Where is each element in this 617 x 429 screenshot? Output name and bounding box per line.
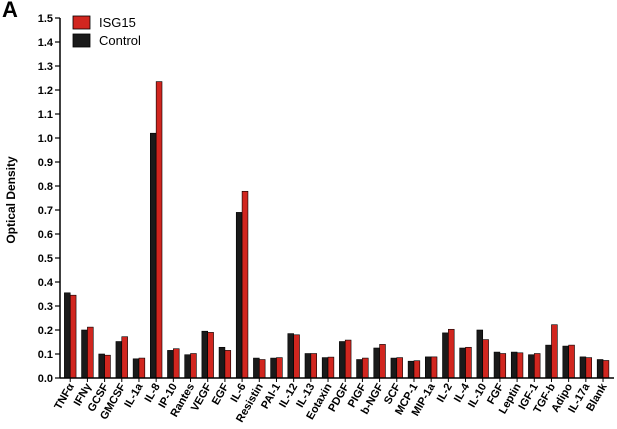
y-tick-label: 1.1 xyxy=(38,109,53,121)
isg15-bar xyxy=(516,352,524,379)
legend-label: ISG15 xyxy=(99,15,136,30)
y-tick-label: 1.3 xyxy=(38,61,53,73)
y-tick-label: 0.2 xyxy=(38,325,53,337)
isg15-bar xyxy=(585,357,592,379)
control-bar xyxy=(510,351,518,379)
control-bar xyxy=(476,329,484,379)
isg15-bar xyxy=(413,360,421,379)
isg15-bar xyxy=(533,353,541,379)
legend-swatch xyxy=(72,15,91,30)
y-axis: 0.0 0.1 0.2 0.3 0.4 0.5 0.6 0.7 0.8 0.9 1.0 1.1 1.2 1… xyxy=(38,13,61,385)
control-bar xyxy=(81,329,88,379)
control-bar xyxy=(425,356,432,379)
isg15-bar xyxy=(344,339,352,379)
isg15-bar xyxy=(276,357,283,379)
x-tick-label: IL-1a xyxy=(122,381,146,410)
y-tick-label: 1.0 xyxy=(38,133,53,145)
control-bar xyxy=(270,357,277,379)
y-tick-label: 0.1 xyxy=(38,349,53,361)
y-tick-label: 0.3 xyxy=(38,301,53,313)
y-tick-label: 0.4 xyxy=(38,277,54,289)
x-tick-label: EGF xyxy=(210,381,232,407)
control-bar xyxy=(356,359,363,379)
isg15-bar xyxy=(241,190,249,379)
panel-label: A xyxy=(2,0,18,22)
isg15-bar xyxy=(87,326,94,379)
isg15-bar xyxy=(293,334,300,379)
isg15-bar xyxy=(224,350,232,379)
isg15-bar xyxy=(138,357,146,379)
y-tick-label: 0.8 xyxy=(38,181,53,193)
control-bar xyxy=(545,344,552,379)
isg15-bar xyxy=(568,344,575,379)
control-bar xyxy=(596,359,604,379)
isg15-bar xyxy=(69,294,77,379)
control-bar xyxy=(579,356,587,379)
control-bar xyxy=(64,292,71,379)
y-tick-label: 0.7 xyxy=(38,205,53,217)
y-tick-label: 1.2 xyxy=(38,85,53,97)
bars-group xyxy=(64,81,610,379)
y-tick-label: 1.4 xyxy=(38,37,54,49)
isg15-bar xyxy=(327,356,335,379)
y-tick-label: 0.5 xyxy=(38,253,53,265)
control-bar xyxy=(115,341,123,379)
isg15-bar xyxy=(104,354,111,379)
isg15-bar xyxy=(121,336,128,379)
x-tick-label: TNFα xyxy=(52,381,77,412)
isg15-bar xyxy=(155,81,163,379)
control-bar xyxy=(407,360,415,379)
legend-label: Control xyxy=(99,33,141,48)
control-bar xyxy=(562,345,569,379)
isg15-bar xyxy=(310,353,317,379)
legend-swatch xyxy=(72,33,91,48)
y-axis-title: Optical Density xyxy=(4,156,18,244)
isg15-bar xyxy=(448,328,455,379)
control-bar xyxy=(304,353,312,379)
isg15-bar xyxy=(207,332,214,379)
isg15-bar xyxy=(430,356,438,379)
isg15-bar xyxy=(173,348,180,379)
control-bar xyxy=(459,347,466,379)
control-bar xyxy=(150,132,157,379)
control-bar xyxy=(98,353,105,379)
y-tick-label: 0.9 xyxy=(38,157,53,169)
x-axis: TNFαIFNγGCSFGMCSFIL-1aIL-8IP-10RantesVEG… xyxy=(52,377,614,425)
control-bar xyxy=(218,346,226,379)
control-bar xyxy=(132,358,140,379)
isg15-bar xyxy=(379,344,386,379)
control-bar xyxy=(235,212,243,379)
legend: ISG15 Control xyxy=(72,15,141,48)
y-tick-label: 1.5 xyxy=(38,13,53,25)
isg15-bar xyxy=(482,339,489,379)
control-bar xyxy=(493,351,501,379)
control-bar xyxy=(528,354,535,379)
y-tick-label: 0.0 xyxy=(38,373,53,385)
control-bar xyxy=(390,357,398,379)
isg15-bar xyxy=(362,357,369,379)
y-tick-label: 0.6 xyxy=(38,229,53,241)
control-bar xyxy=(167,350,174,379)
control-bar xyxy=(287,333,294,379)
isg15-bar xyxy=(396,357,403,379)
control-bar xyxy=(442,332,449,379)
isg15-bar xyxy=(190,353,197,379)
isg15-bar xyxy=(602,360,610,379)
isg15-bar xyxy=(499,353,507,379)
control-bar xyxy=(201,330,209,379)
isg15-bar xyxy=(465,346,472,379)
control-bar xyxy=(339,341,346,379)
isg15-bar xyxy=(551,324,558,379)
control-bar xyxy=(373,347,380,379)
control-bar xyxy=(321,357,329,379)
x-tick-label: IL-2 xyxy=(435,382,455,405)
control-bar xyxy=(184,354,191,379)
isg15-bar xyxy=(258,359,266,379)
control-bar xyxy=(253,357,260,379)
x-tick-label: IL-10 xyxy=(466,382,489,410)
